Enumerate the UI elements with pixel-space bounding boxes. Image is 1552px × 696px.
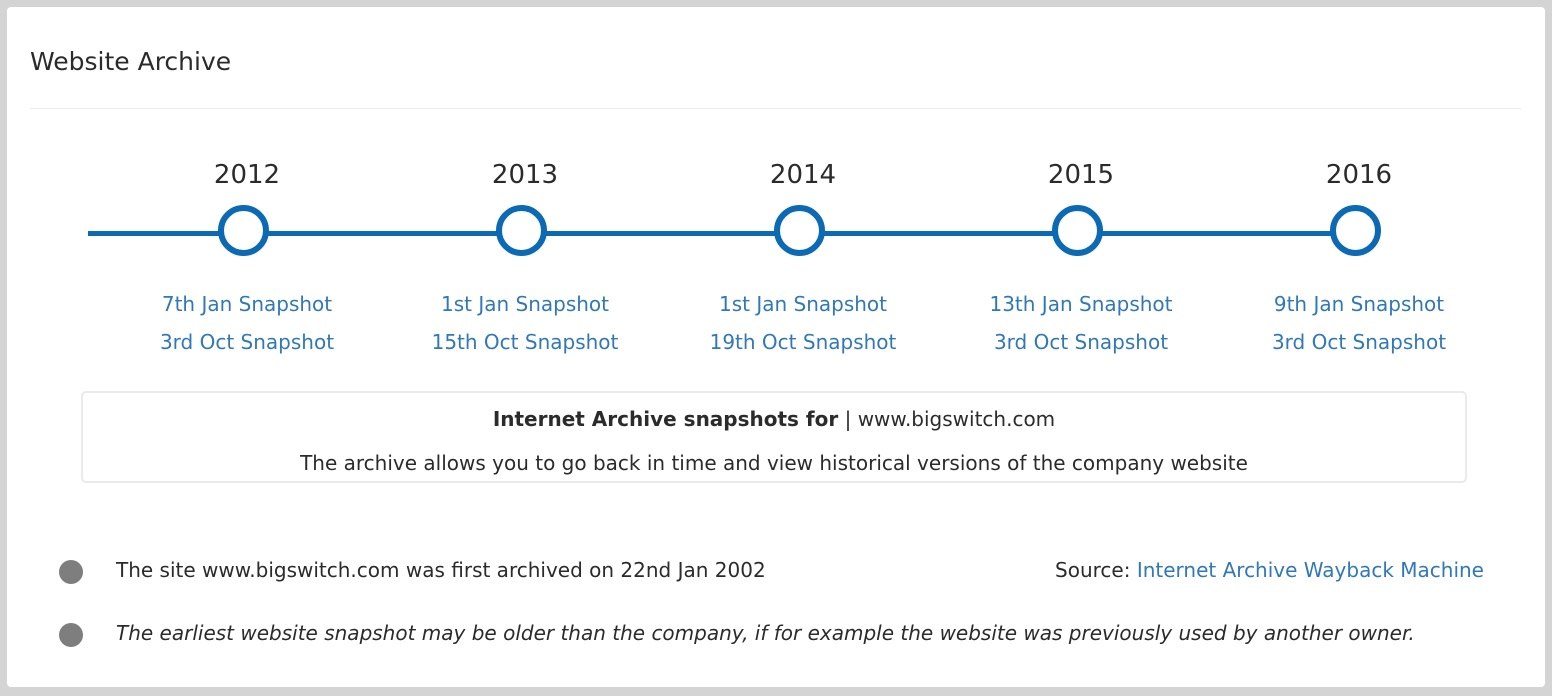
timeline-year-2013: 2013 1st Jan Snapshot 15th Oct Snapshot [405,157,645,354]
timeline-year-2012: 2012 7th Jan Snapshot 3rd Oct Snapshot [127,157,367,354]
snapshot-list: 7th Jan Snapshot 3rd Oct Snapshot [127,285,367,361]
info-heading: Internet Archive snapshots for | www.big… [83,405,1465,433]
timeline-node[interactable] [1330,205,1381,256]
snapshot-link[interactable]: 7th Jan Snapshot [161,292,333,316]
snapshot-link[interactable]: 1st Jan Snapshot [440,292,610,316]
timeline-year-2016: 2016 9th Jan Snapshot 3rd Oct Snapshot [1239,157,1479,354]
snapshot-list: 1st Jan Snapshot 19th Oct Snapshot [683,285,923,361]
timeline-node[interactable] [1052,205,1103,256]
year-label: 2012 [213,160,281,190]
snapshot-link[interactable]: 15th Oct Snapshot [431,330,619,354]
source-credit: Source: Internet Archive Wayback Machine [1055,556,1484,584]
website-archive-card: Website Archive 2012 7th Jan Snapshot 3r… [7,7,1545,687]
info-bold-label: Internet Archive snapshots for [492,407,839,431]
title-divider [30,108,1521,109]
snapshot-link[interactable]: 1st Jan Snapshot [718,292,888,316]
snapshot-list: 13th Jan Snapshot 3rd Oct Snapshot [961,285,1201,361]
snapshot-list: 1st Jan Snapshot 15th Oct Snapshot [405,285,645,361]
bullet-icon [59,560,83,584]
snapshot-link[interactable]: 19th Oct Snapshot [709,330,897,354]
timeline-node[interactable] [774,205,825,256]
timeline-node[interactable] [218,205,269,256]
bullet-icon [59,623,83,647]
first-archived-note: The site www.bigswitch.com was first arc… [116,558,766,582]
disclaimer-note: The earliest website snapshot may be old… [116,621,1415,645]
wayback-machine-link[interactable]: Internet Archive Wayback Machine [1136,558,1484,582]
info-domain: www.bigswitch.com [857,407,1056,431]
archive-info-box: Internet Archive snapshots for | www.big… [81,391,1467,483]
year-label: 2016 [1325,160,1393,190]
snapshot-list: 9th Jan Snapshot 3rd Oct Snapshot [1239,285,1479,361]
snapshot-link[interactable]: 3rd Oct Snapshot [1271,330,1447,354]
info-separator: | [844,407,852,431]
year-label: 2014 [769,160,837,190]
timeline-year-2014: 2014 1st Jan Snapshot 19th Oct Snapshot [683,157,923,354]
card-title: Website Archive [30,47,232,76]
timeline-node[interactable] [496,205,547,256]
info-description: The archive allows you to go back in tim… [300,451,1248,475]
source-label: Source: [1055,558,1131,582]
snapshot-link[interactable]: 13th Jan Snapshot [989,292,1173,316]
snapshot-link[interactable]: 3rd Oct Snapshot [159,330,335,354]
snapshot-link[interactable]: 9th Jan Snapshot [1273,292,1445,316]
timeline-line [88,231,1364,236]
year-label: 2015 [1047,160,1115,190]
snapshot-link[interactable]: 3rd Oct Snapshot [993,330,1169,354]
timeline-year-2015: 2015 13th Jan Snapshot 3rd Oct Snapshot [961,157,1201,354]
year-label: 2013 [491,160,559,190]
